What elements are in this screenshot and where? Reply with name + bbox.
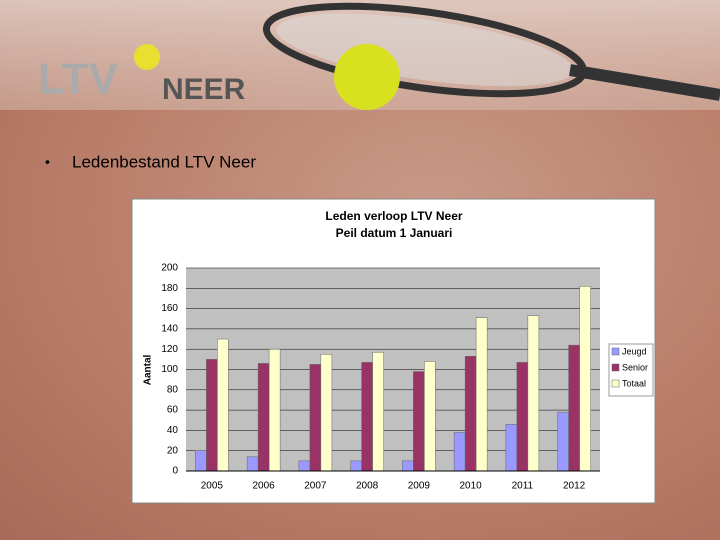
- bar: [350, 460, 362, 472]
- chart-subtitle: Peil datum 1 Januari: [336, 226, 453, 240]
- y-tick-label: 100: [161, 364, 178, 375]
- y-tick-label: 0: [172, 466, 178, 477]
- bar: [557, 411, 569, 472]
- y-tick-label: 120: [161, 344, 178, 355]
- legend-label: Senior: [622, 362, 648, 372]
- y-tick-label: 200: [161, 263, 178, 274]
- bar: [195, 450, 207, 472]
- bar: [320, 354, 333, 472]
- bar: [413, 371, 425, 472]
- bar: [516, 362, 529, 472]
- chart: Leden verloop LTV Neer Peil datum 1 Janu…: [131, 198, 656, 504]
- x-tick-label: 2007: [304, 481, 327, 492]
- bar: [217, 338, 229, 472]
- y-tick-label: 80: [167, 384, 179, 395]
- tennis-ball: [334, 44, 400, 110]
- bar: [268, 348, 281, 472]
- racket-handle: [569, 64, 720, 101]
- legend-swatch: [611, 363, 620, 372]
- x-tick-label: 2011: [512, 481, 534, 492]
- y-tick-label: 140: [161, 324, 178, 335]
- bar: [453, 432, 466, 472]
- bar: [372, 351, 384, 472]
- bar: [361, 362, 373, 472]
- y-tick-label: 20: [167, 445, 179, 456]
- bar: [206, 359, 218, 472]
- racket-strings: [276, 13, 574, 87]
- x-tick-label: 2009: [408, 481, 431, 492]
- y-tick-label: 60: [167, 405, 179, 416]
- chart-title: Leden verloop LTV Neer: [325, 209, 462, 223]
- bar: [475, 317, 488, 472]
- y-axis-label: Aantal: [143, 354, 154, 385]
- bar: [257, 363, 270, 472]
- y-tick-label: 160: [161, 303, 178, 314]
- legend-label: Totaal: [622, 378, 646, 388]
- bar: [246, 456, 259, 472]
- bar: [568, 344, 580, 472]
- x-tick-label: 2005: [201, 481, 224, 492]
- bar: [402, 460, 414, 472]
- x-tick-label: 2006: [253, 481, 276, 492]
- bullet-text: Ledenbestand LTV Neer: [72, 152, 256, 171]
- bar: [424, 361, 436, 472]
- y-tick-label: 40: [167, 425, 179, 436]
- x-tick-label: 2010: [460, 481, 483, 492]
- logo-ball: [134, 44, 160, 70]
- x-tick-label: 2008: [356, 481, 379, 492]
- y-tick-label: 180: [161, 283, 178, 294]
- bar: [579, 286, 591, 472]
- legend-swatch: [611, 379, 620, 388]
- bar: [464, 356, 477, 472]
- legend-label: Jeugd: [622, 346, 647, 356]
- bullet-dot: •: [45, 154, 50, 170]
- bar: [527, 315, 540, 472]
- x-tick-label: 2012: [563, 481, 586, 492]
- bar: [309, 364, 322, 472]
- legend-swatch: [611, 347, 620, 356]
- bar: [298, 460, 311, 472]
- logo-ltv: LTV: [38, 55, 118, 104]
- logo-neer: NEER: [162, 73, 246, 106]
- bar: [505, 424, 518, 472]
